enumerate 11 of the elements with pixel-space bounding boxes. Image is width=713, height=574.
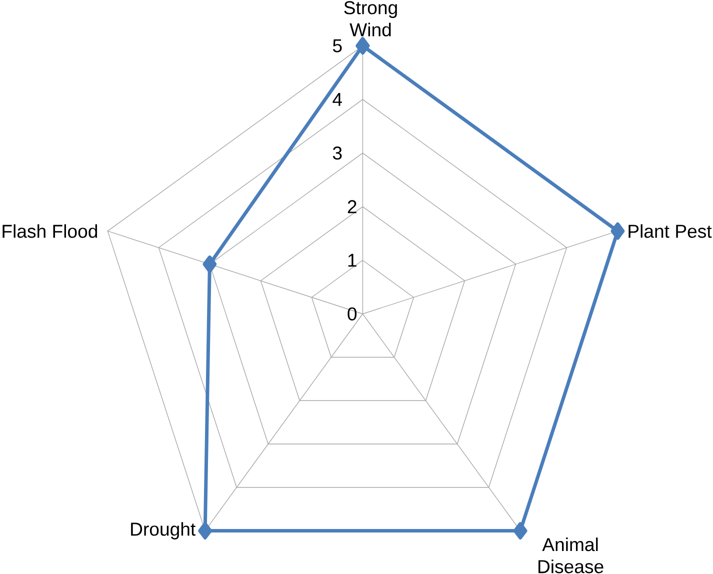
y-tick-label: 2 <box>348 200 356 213</box>
spoke-label: Strong Wind <box>344 0 397 36</box>
spoke-label: Animal Disease <box>538 537 604 574</box>
spoke-label: Drought <box>131 522 196 540</box>
spoke-label: Flash Flood <box>2 224 98 238</box>
y-tick-label: 5 <box>332 39 342 52</box>
y-tick-label: 0 <box>348 307 357 320</box>
spoke-label: Plant Pest <box>628 224 712 238</box>
y-tick-label: 3 <box>332 146 342 160</box>
y-tick-label: 1 <box>348 254 356 266</box>
y-tick-label: 4 <box>332 92 342 106</box>
